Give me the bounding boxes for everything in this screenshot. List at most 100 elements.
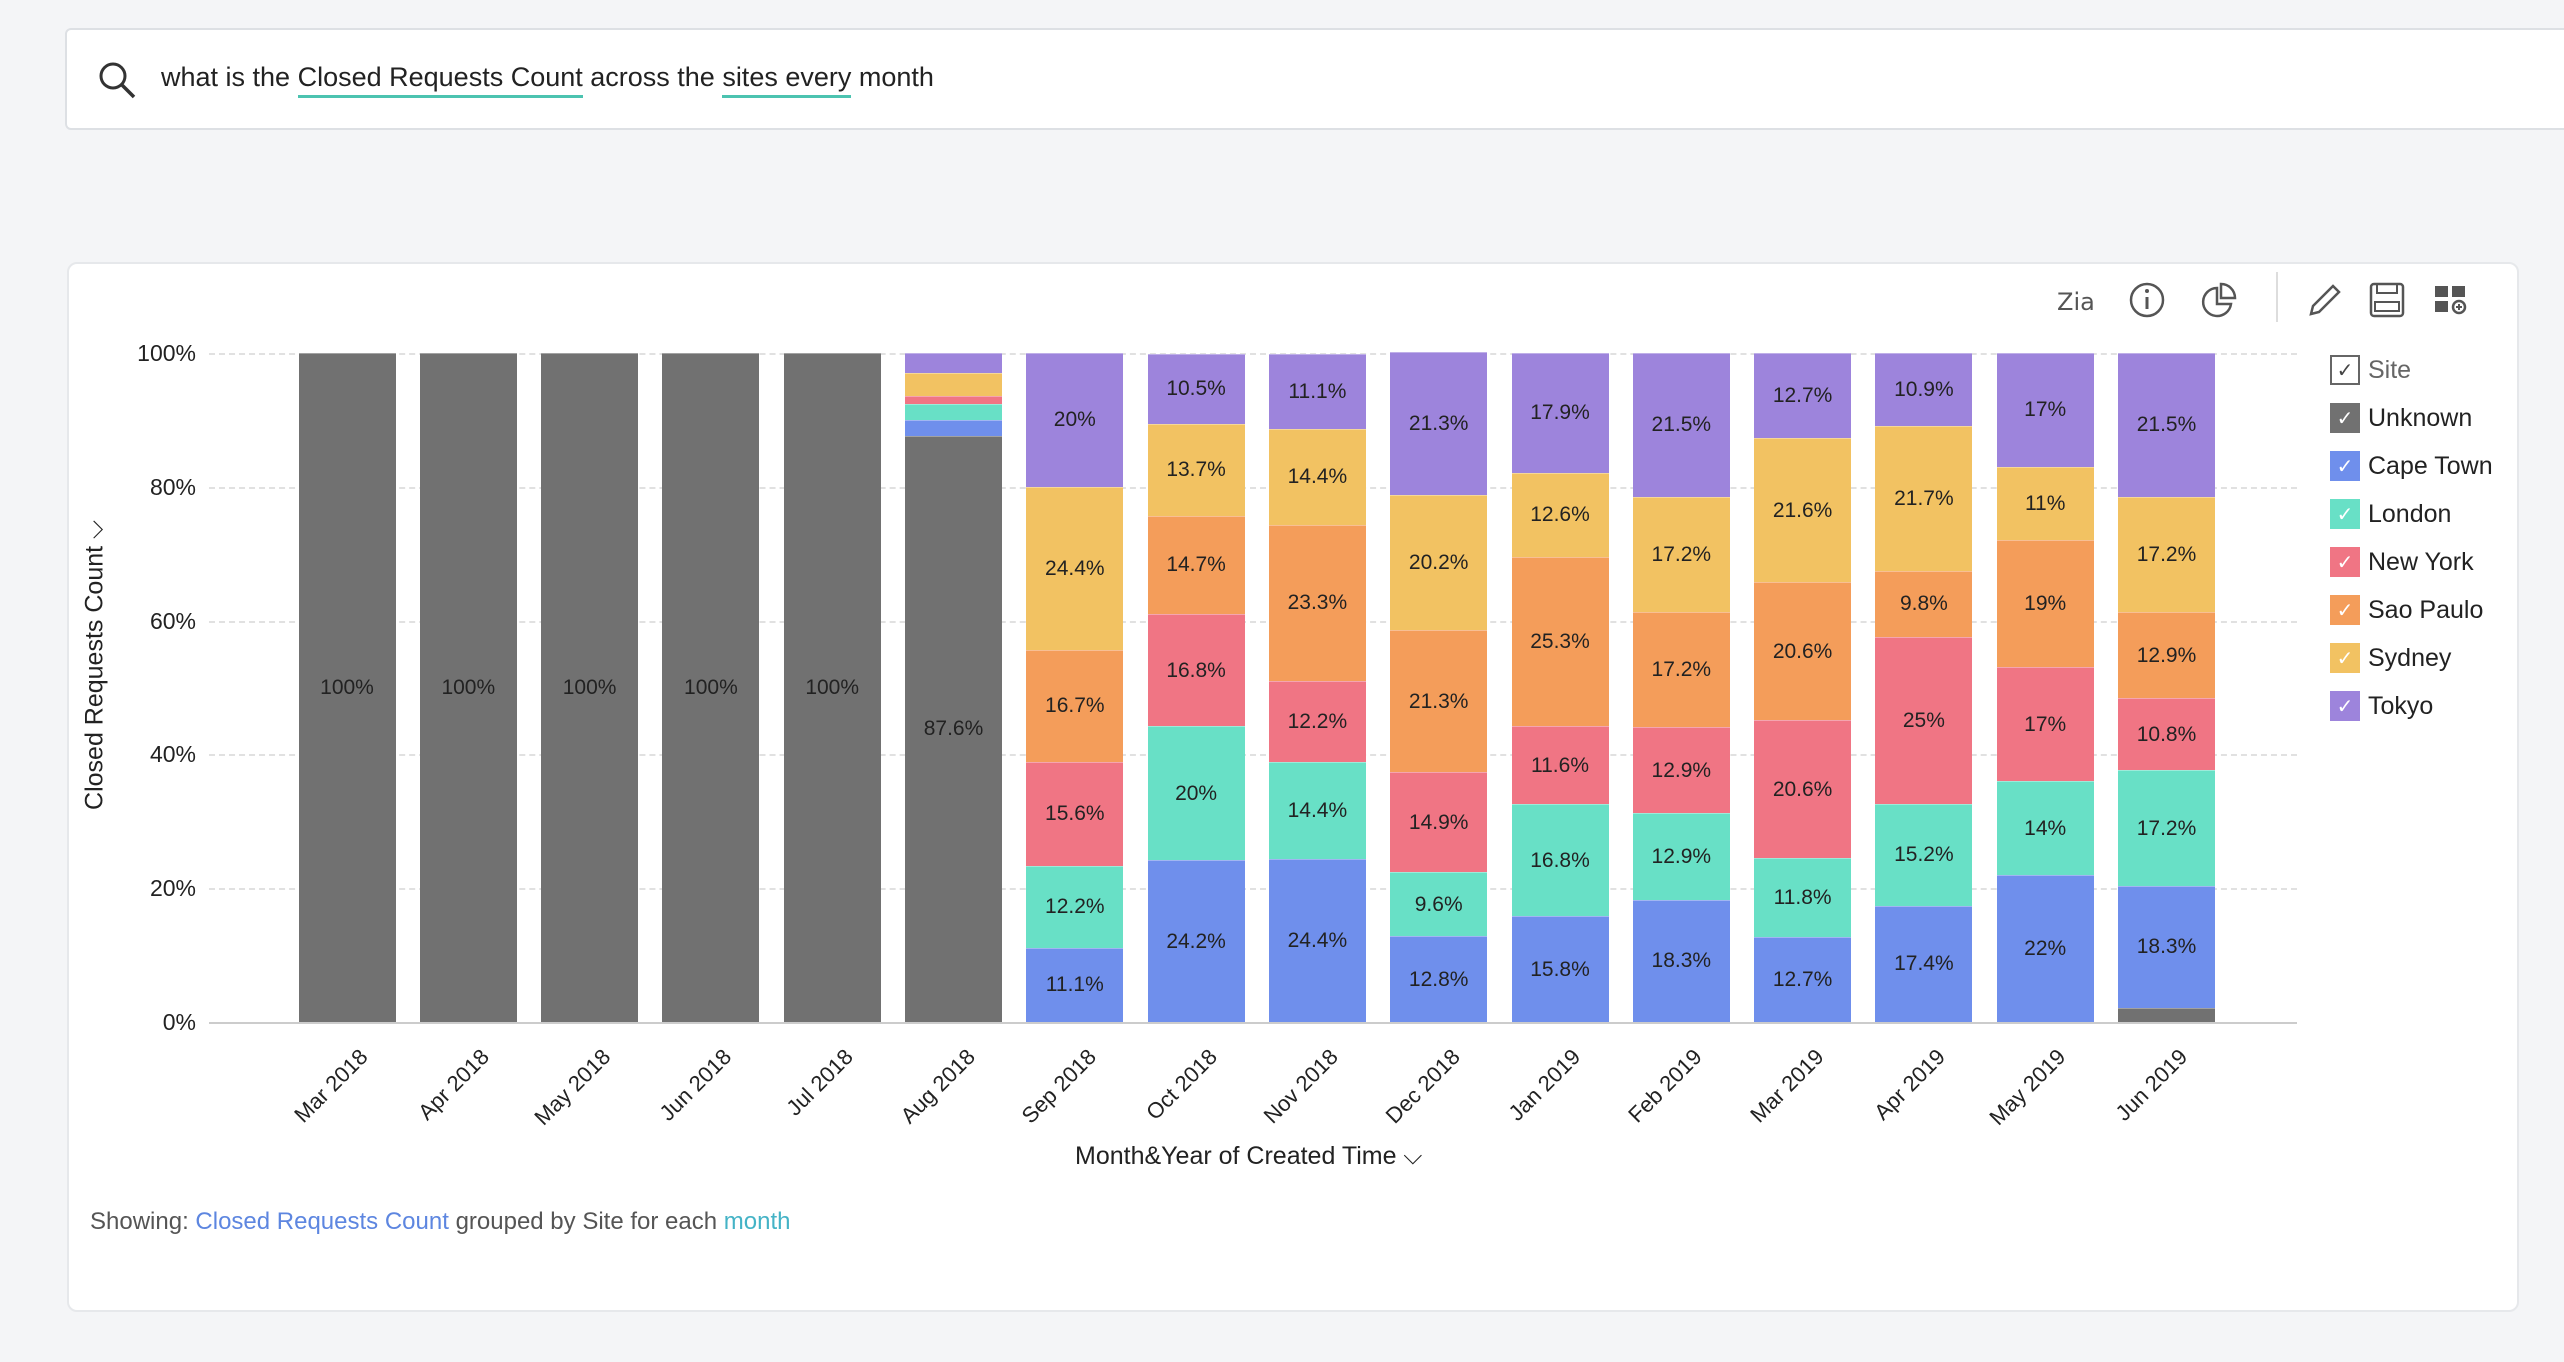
zia-icon[interactable]: Zia — [2055, 278, 2099, 322]
bar-segment[interactable]: 21.6% — [1754, 437, 1852, 583]
bar-segment[interactable]: 20.6% — [1754, 582, 1852, 721]
bar-segment[interactable]: 24.4% — [1268, 858, 1366, 1022]
bar-segment[interactable] — [905, 419, 1002, 436]
bar-segment[interactable]: 12.7% — [1754, 937, 1852, 1022]
bar-segment[interactable]: 25% — [1875, 636, 1973, 804]
y-axis-title[interactable]: Closed Requests Count ⌵ — [80, 520, 109, 810]
bar-segment[interactable]: 19% — [1996, 540, 2094, 668]
search-query[interactable]: what is the Closed Requests Count across… — [161, 62, 934, 98]
bar-segment[interactable] — [905, 353, 1002, 374]
bar-segment[interactable]: 17.2% — [2118, 770, 2215, 886]
edit-icon[interactable] — [2303, 278, 2347, 322]
bar-stack[interactable]: 18.3% 12.9% 12.9% 17.2% 17.2% 21.5% — [1632, 353, 1730, 1022]
measure-token[interactable]: Closed Requests Count — [297, 62, 583, 98]
bar-segment[interactable]: 12.8% — [1390, 936, 1488, 1022]
bar-segment[interactable]: 12.6% — [1511, 472, 1609, 558]
bar-segment[interactable]: 100% — [662, 353, 760, 1022]
bar-stack[interactable]: 100% — [783, 353, 881, 1022]
bar-segment[interactable]: 14.4% — [1268, 762, 1366, 859]
bar-stack[interactable]: 100% — [541, 353, 639, 1022]
add-to-dashboard-icon[interactable] — [2429, 278, 2473, 322]
bar-segment[interactable]: 17.9% — [1511, 353, 1609, 473]
bar-segment[interactable]: 15.6% — [1026, 761, 1124, 867]
bar-segment[interactable]: 10.8% — [2118, 698, 2215, 771]
legend-title[interactable]: ✓ Site — [2330, 346, 2493, 394]
legend-item[interactable]: ✓ Unknown — [2330, 394, 2493, 442]
bar-segment[interactable]: 11.6% — [1511, 726, 1609, 804]
save-icon[interactable] — [2365, 278, 2409, 322]
legend-item[interactable]: ✓ Tokyo — [2330, 682, 2493, 730]
bar-stack[interactable]: 22% 14% 17% 19% 11% 17% — [1996, 353, 2094, 1022]
bar-stack[interactable]: 17.4% 15.2% 25% 9.8% 21.7% 10.9% — [1875, 353, 1973, 1022]
bar-segment[interactable]: 17.2% — [1632, 496, 1730, 612]
bar-stack[interactable]: 18.3% 17.2% 10.8% 12.9% 17.2% 21.5% — [2118, 353, 2215, 1022]
bar-segment[interactable]: 17.4% — [1875, 905, 1973, 1022]
bar-segment[interactable]: 21.5% — [2118, 353, 2215, 497]
bar-segment[interactable]: 12.9% — [1632, 726, 1730, 814]
bar-segment[interactable]: 16.7% — [1026, 650, 1124, 762]
bar-segment[interactable]: 11% — [1996, 466, 2094, 541]
bar-stack[interactable]: 24.2% 20% 16.8% 14.7% 13.7% 10.5% — [1147, 353, 1245, 1022]
bar-segment[interactable]: 24.4% — [1026, 486, 1124, 651]
bar-segment[interactable]: 9.8% — [1875, 571, 1973, 637]
bar-segment[interactable]: 24.2% — [1147, 860, 1245, 1022]
measure-link[interactable]: Closed Requests Count — [195, 1208, 449, 1235]
bar-segment[interactable]: 87.6% — [905, 435, 1002, 1022]
legend-item[interactable]: ✓ New York — [2330, 538, 2493, 586]
bar-segment[interactable]: 16.8% — [1511, 803, 1609, 917]
bar-stack[interactable]: 12.8% 9.6% 14.9% 21.3% 20.2% 21.3% — [1390, 352, 1488, 1022]
bar-segment[interactable] — [905, 395, 1002, 404]
time-link[interactable]: month — [723, 1208, 791, 1235]
bar-segment[interactable]: 21.5% — [1632, 353, 1730, 497]
bar-stack[interactable]: 12.7% 11.8% 20.6% 20.6% 21.6% 12.7% — [1754, 353, 1852, 1022]
legend-item[interactable]: ✓ Sydney — [2330, 634, 2493, 682]
dimension-token[interactable]: sites every — [722, 62, 852, 98]
bar-segment[interactable]: 16.8% — [1147, 613, 1245, 727]
bar-segment[interactable]: 100% — [298, 353, 396, 1022]
bar-segment[interactable]: 10.5% — [1147, 353, 1245, 424]
bar-segment[interactable]: 14.9% — [1390, 772, 1488, 873]
bar-stack[interactable]: 100% — [419, 353, 517, 1022]
bar-segment[interactable] — [905, 403, 1002, 420]
bar-segment[interactable]: 20% — [1026, 353, 1124, 487]
bar-segment[interactable]: 20.6% — [1754, 720, 1852, 859]
bar-segment[interactable]: 18.3% — [2118, 885, 2215, 1008]
bar-segment[interactable]: 11.8% — [1754, 858, 1852, 938]
bar-segment[interactable]: 15.2% — [1875, 803, 1973, 906]
bar-segment[interactable]: 21.3% — [1390, 352, 1488, 495]
bar-segment[interactable] — [2118, 1007, 2215, 1022]
legend-item[interactable]: ✓ Sao Paulo — [2330, 586, 2493, 634]
info-icon[interactable] — [2125, 278, 2169, 322]
bar-segment[interactable]: 100% — [783, 353, 881, 1022]
bar-segment[interactable]: 22% — [1996, 874, 2094, 1022]
search-bar[interactable]: what is the Closed Requests Count across… — [65, 28, 2564, 130]
bar-segment[interactable]: 20.2% — [1390, 494, 1488, 630]
bar-segment[interactable]: 17.2% — [2118, 496, 2215, 612]
bar-segment[interactable]: 12.9% — [1632, 813, 1730, 900]
bar-segment[interactable]: 11.1% — [1268, 354, 1366, 429]
bar-segment[interactable]: 100% — [541, 353, 639, 1022]
bar-segment[interactable]: 13.7% — [1147, 423, 1245, 516]
bar-segment[interactable]: 11.1% — [1026, 947, 1124, 1022]
bar-stack[interactable]: 15.8% 16.8% 11.6% 25.3% 12.6% 17.9% — [1511, 353, 1609, 1022]
bar-segment[interactable]: 9.6% — [1390, 872, 1488, 937]
bar-segment[interactable]: 20% — [1147, 726, 1245, 861]
bar-stack[interactable]: 11.1% 12.2% 15.6% 16.7% 24.4% 20% — [1026, 353, 1124, 1022]
bar-segment[interactable]: 25.3% — [1511, 557, 1609, 727]
bar-segment[interactable]: 17.2% — [1632, 611, 1730, 727]
bar-segment[interactable]: 21.3% — [1390, 629, 1488, 773]
chart-type-icon[interactable] — [2197, 278, 2241, 322]
dimension-link[interactable]: Site — [582, 1208, 624, 1235]
bar-segment[interactable]: 14.7% — [1147, 515, 1245, 614]
bar-segment[interactable]: 21.7% — [1875, 425, 1973, 572]
bar-segment[interactable]: 17% — [1996, 667, 2094, 782]
legend-item[interactable]: ✓ London — [2330, 490, 2493, 538]
bar-segment[interactable]: 17% — [1996, 353, 2094, 467]
bar-stack[interactable]: 100% — [298, 353, 396, 1022]
bar-segment[interactable]: 12.2% — [1026, 866, 1124, 948]
bar-segment[interactable]: 12.7% — [1754, 353, 1852, 438]
legend-item[interactable]: ✓ Cape Town — [2330, 442, 2493, 490]
bar-segment[interactable] — [905, 373, 1002, 396]
x-axis-title[interactable]: Month&Year of Created Time ⌵ — [1075, 1142, 1423, 1170]
bar-segment[interactable]: 100% — [419, 353, 517, 1022]
